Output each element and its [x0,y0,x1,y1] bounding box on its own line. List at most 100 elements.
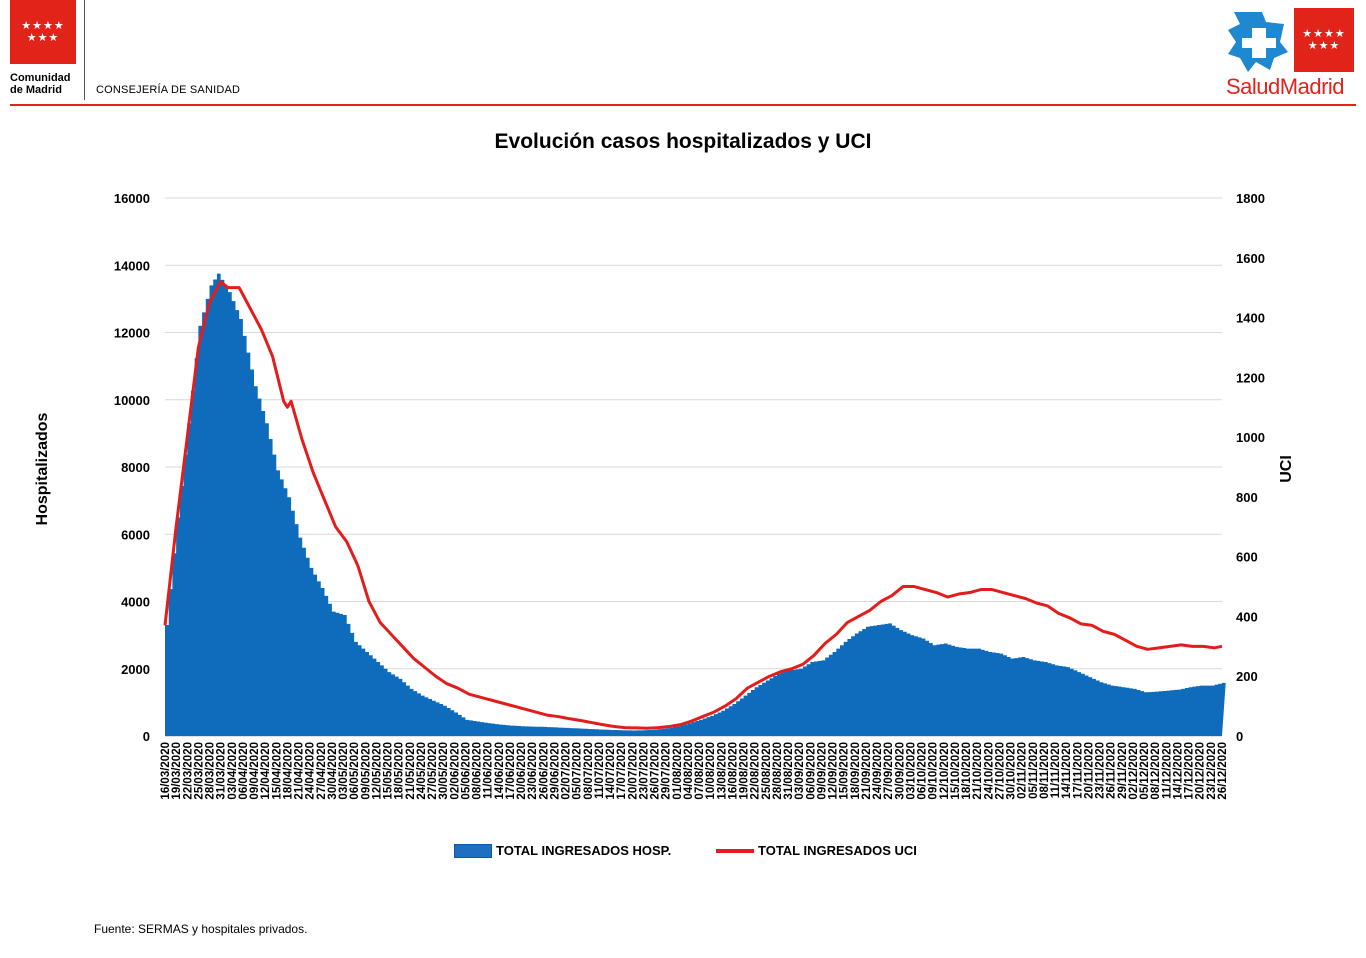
uci-line-series [163,280,1223,730]
legend-swatch-area [454,843,492,858]
chart-legend: TOTAL INGRESADOS HOSP. TOTAL INGRESADOS … [0,843,1366,863]
x-tick-label: 14/12/2020 [1172,742,1184,800]
x-tick-label: 12/10/2020 [939,742,951,800]
salud-madrid-flag-logo: ★★★★ ★★★ [1294,8,1354,72]
chart-title: Evolución casos hospitalizados y UCI [494,130,872,153]
x-tick-label: 26/07/2020 [650,742,662,800]
x-tick-label: 09/10/2020 [928,742,940,800]
x-tick-label: 25/03/2020 [193,742,205,800]
left-tick-label: 0 [143,729,150,744]
x-tick-label: 11/12/2020 [1161,742,1173,799]
x-tick-label: 15/04/2020 [271,742,283,800]
x-tick-label: 23/12/2020 [1206,742,1218,800]
x-tick-label: 06/05/2020 [349,742,361,800]
legend-label-hosp: TOTAL INGRESADOS HOSP. [496,843,672,858]
x-tick-label: 14/06/2020 [494,742,506,800]
x-tick-label: 06/04/2020 [238,742,250,800]
x-tick-label: 15/10/2020 [950,742,962,800]
right-tick-label: 1000 [1236,430,1265,445]
page-header: ★★★★ ★★★ Comunidad de Madrid CONSEJERÍA D… [0,0,1366,110]
comunidad-madrid-flag-logo: ★★★★ ★★★ [10,0,76,64]
right-tick-label: 200 [1236,669,1258,684]
left-tick-label: 6000 [121,527,150,542]
x-tick-label: 16/08/2020 [727,742,739,800]
x-tick-label: 24/10/2020 [983,742,995,800]
x-tick-label: 03/05/2020 [338,742,350,800]
x-tick-label: 30/09/2020 [894,742,906,800]
logo-line-2: de Madrid [10,84,62,96]
legend-item-hosp: TOTAL INGRESADOS HOSP. [454,843,671,858]
x-tick-label: 24/04/2020 [305,742,317,800]
x-tick-label: 17/06/2020 [505,742,517,800]
x-tick-label: 29/06/2020 [549,742,561,800]
left-tick-label: 14000 [114,258,150,273]
right-tick-label: 1400 [1236,311,1265,326]
x-tick-label: 30/10/2020 [1006,742,1018,800]
x-tick-label: 19/08/2020 [739,742,751,800]
x-tick-label: 19/03/2020 [171,742,183,800]
x-tick-label: 18/04/2020 [282,742,294,800]
x-tick-label: 17/12/2020 [1184,742,1196,800]
right-tick-label: 1200 [1236,370,1265,385]
x-tick-label: 27/04/2020 [316,742,328,800]
x-axis-ticks: 16/03/2020 19/03/2020 22/03/2020 25/03/2020… [160,742,1229,800]
x-tick-label: 18/10/2020 [961,742,973,800]
x-tick-label: 21/10/2020 [972,742,984,800]
x-tick-label: 17/11/2020 [1072,742,1084,799]
x-tick-label: 11/07/2020 [594,742,606,799]
legend-item-uci: TOTAL INGRESADOS UCI [716,843,917,858]
x-tick-label: 30/04/2020 [327,742,339,800]
x-tick-label: 07/08/2020 [694,742,706,800]
x-tick-label: 29/11/2020 [1117,742,1129,799]
x-tick-label: 02/07/2020 [561,742,573,800]
x-tick-label: 22/03/2020 [182,742,194,800]
hosp-area [165,273,1226,736]
x-tick-label: 12/05/2020 [371,742,383,800]
x-tick-label: 20/07/2020 [627,742,639,800]
legend-swatch-line [716,848,754,853]
uci-line [163,280,1223,730]
right-axis-ticks: 0 200 400 600 800 1000 1200 1400 1600 1800 [1236,191,1265,744]
right-tick-label: 1800 [1236,191,1265,206]
header-divider [84,0,85,100]
department-name: CONSEJERÍA DE SANIDAD [96,84,241,96]
logo-word-madrid: Madrid [1279,74,1345,99]
x-tick-label: 27/05/2020 [427,742,439,800]
x-tick-label: 09/09/2020 [816,742,828,800]
x-tick-label: 02/06/2020 [449,742,461,800]
x-tick-label: 12/09/2020 [828,742,840,800]
x-tick-label: 16/03/2020 [160,742,172,800]
x-tick-label: 03/10/2020 [905,742,917,800]
x-tick-label: 02/11/2020 [1017,742,1029,799]
x-tick-label: 12/04/2020 [260,742,272,800]
x-tick-label: 05/06/2020 [460,742,472,800]
x-tick-label: 03/04/2020 [227,742,239,800]
x-tick-label: 06/09/2020 [805,742,817,800]
x-tick-label: 01/08/2020 [672,742,684,800]
x-tick-label: 14/11/2020 [1061,742,1073,799]
right-axis-label: UCI [1278,455,1295,483]
stars-icon: ★★★★ ★★★ [21,20,65,44]
x-tick-label: 21/09/2020 [861,742,873,800]
x-tick-label: 04/08/2020 [683,742,695,800]
left-tick-label: 2000 [121,662,150,677]
x-tick-label: 23/11/2020 [1095,742,1107,799]
x-tick-label: 26/12/2020 [1217,742,1229,800]
x-tick-label: 31/08/2020 [783,742,795,800]
legend-label-uci: TOTAL INGRESADOS UCI [758,843,917,858]
x-tick-label: 15/09/2020 [839,742,851,800]
x-tick-label: 13/08/2020 [716,742,728,800]
x-tick-label: 14/07/2020 [605,742,617,800]
x-tick-label: 06/10/2020 [917,742,929,800]
x-tick-label: 22/08/2020 [750,742,762,800]
x-tick-label: 08/11/2020 [1039,742,1051,799]
x-tick-label: 05/12/2020 [1139,742,1151,800]
right-tick-label: 600 [1236,550,1258,565]
x-tick-label: 27/09/2020 [883,742,895,800]
left-axis-ticks: 0 2000 4000 6000 8000 10000 12000 14000 16000 [114,191,150,744]
x-tick-label: 21/05/2020 [405,742,417,800]
right-tick-label: 400 [1236,609,1258,624]
x-tick-label: 29/07/2020 [661,742,673,800]
logo-line-1: Comunidad [10,72,71,84]
